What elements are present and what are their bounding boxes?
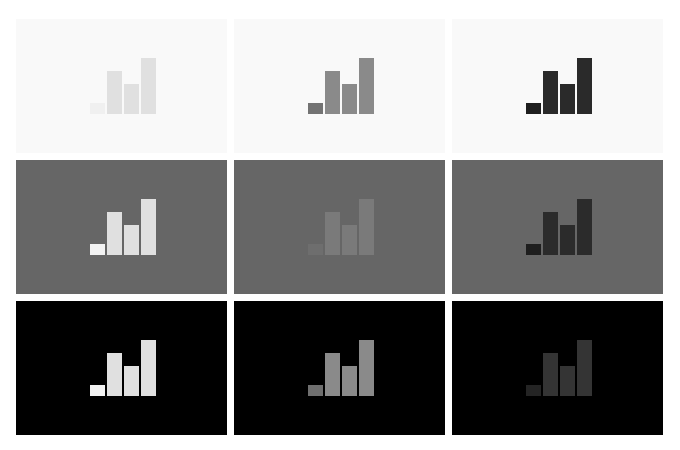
signal-bar [577,58,592,114]
signal-bar [325,353,340,396]
signal-bar [359,340,374,396]
signal-bars-icon [526,58,592,114]
signal-bar [141,340,156,396]
signal-bar [560,225,575,255]
signal-bar [90,103,105,114]
tile-mid-dark [452,160,663,294]
signal-bar [124,84,139,114]
signal-bar [543,353,558,396]
signal-bar [308,244,323,255]
signal-bars-icon [526,340,592,396]
signal-bars-icon [308,340,374,396]
signal-bar [543,71,558,114]
signal-bar [90,385,105,396]
signal-bar [124,225,139,255]
signal-bar [308,385,323,396]
signal-bar [577,199,592,255]
signal-bar [560,84,575,114]
tile-dark-light [16,301,227,435]
tile-mid-light [16,160,227,294]
signal-bar [107,212,122,255]
signal-bar [526,103,541,114]
signal-bar [107,353,122,396]
signal-bars-icon [90,340,156,396]
signal-bar [141,58,156,114]
signal-bar [342,225,357,255]
icon-contrast-grid [16,19,664,435]
signal-bars-icon [90,58,156,114]
signal-bars-icon [90,199,156,255]
signal-bar [342,366,357,396]
tile-dark-dark [452,301,663,435]
signal-bar [577,340,592,396]
tile-light-mid [234,19,445,153]
signal-bar [543,212,558,255]
signal-bar [325,212,340,255]
signal-bar [107,71,122,114]
signal-bar [526,385,541,396]
signal-bar [560,366,575,396]
signal-bar [141,199,156,255]
signal-bar [526,244,541,255]
signal-bar [308,103,323,114]
signal-bar [342,84,357,114]
signal-bars-icon [308,58,374,114]
signal-bars-icon [308,199,374,255]
tile-mid-mid [234,160,445,294]
signal-bar [325,71,340,114]
signal-bars-icon [526,199,592,255]
signal-bar [90,244,105,255]
tile-light-light [16,19,227,153]
signal-bar [124,366,139,396]
signal-bar [359,199,374,255]
signal-bar [359,58,374,114]
tile-dark-mid [234,301,445,435]
tile-light-dark [452,19,663,153]
